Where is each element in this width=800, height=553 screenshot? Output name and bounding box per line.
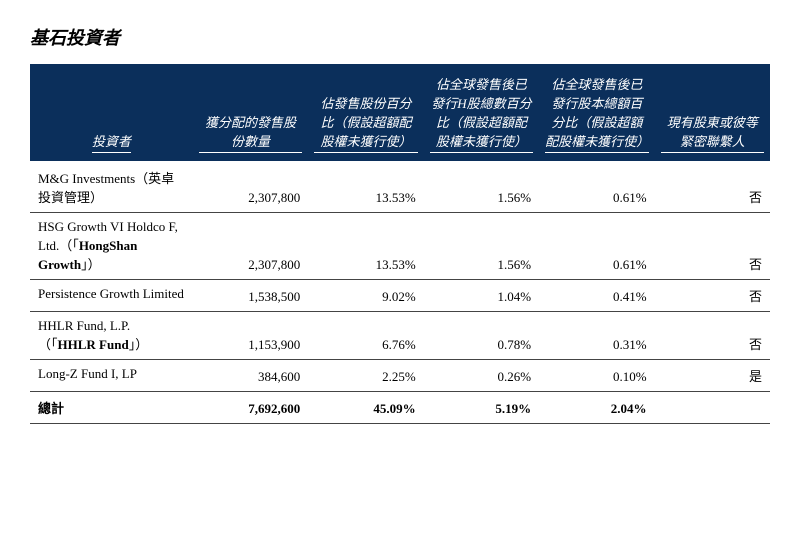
cell-investor: HSG Growth VI Holdco F, Ltd.（「HongShan G… [30, 213, 193, 280]
cell-pct_total: 0.41% [539, 280, 654, 312]
table-body: M&G Investments（英卓投資管理）2,307,80013.53%1.… [30, 162, 770, 424]
cell-pct_offer: 13.53% [308, 213, 423, 280]
cell-investor: M&G Investments（英卓投資管理） [30, 162, 193, 213]
cell-pct_h: 1.56% [424, 213, 539, 280]
cell-pct_total: 0.10% [539, 360, 654, 392]
cell-pct_offer: 13.53% [308, 162, 423, 213]
cell-existing: 否 [655, 213, 770, 280]
cell-pct_offer: 6.76% [308, 312, 423, 360]
cell-existing: 是 [655, 360, 770, 392]
cell-shares: 384,600 [193, 360, 308, 392]
table-row: Persistence Growth Limited1,538,5009.02%… [30, 280, 770, 312]
table-row: HHLR Fund, L.P.（「HHLR Fund」）1,153,9006.7… [30, 312, 770, 360]
cell-total-shares: 7,692,600 [193, 392, 308, 424]
header-pct-h: 佔全球發售後已發行H股總數百分比（假設超額配股權未獲行使） [424, 64, 539, 162]
cornerstone-investors-table: 投資者 獲分配的發售股份數量 佔發售股份百分比（假設超額配股權未獲行使） 佔全球… [30, 64, 770, 424]
cell-shares: 1,538,500 [193, 280, 308, 312]
cell-pct_h: 0.26% [424, 360, 539, 392]
cell-investor: HHLR Fund, L.P.（「HHLR Fund」） [30, 312, 193, 360]
cell-pct_offer: 9.02% [308, 280, 423, 312]
cell-investor: Persistence Growth Limited [30, 280, 193, 312]
cell-total-existing [655, 392, 770, 424]
cell-pct_h: 0.78% [424, 312, 539, 360]
table-header-row: 投資者 獲分配的發售股份數量 佔發售股份百分比（假設超額配股權未獲行使） 佔全球… [30, 64, 770, 162]
header-pct-offer: 佔發售股份百分比（假設超額配股權未獲行使） [308, 64, 423, 162]
cell-investor: Long-Z Fund I, LP [30, 360, 193, 392]
cell-pct_total: 0.61% [539, 213, 654, 280]
cell-pct_h: 1.56% [424, 162, 539, 213]
header-existing: 現有股東或彼等緊密聯繫人 [655, 64, 770, 162]
table-total-row: 總計7,692,60045.09%5.19%2.04% [30, 392, 770, 424]
table-row: Long-Z Fund I, LP384,6002.25%0.26%0.10%是 [30, 360, 770, 392]
cell-total-pct_offer: 45.09% [308, 392, 423, 424]
cell-pct_offer: 2.25% [308, 360, 423, 392]
cell-shares: 1,153,900 [193, 312, 308, 360]
cell-shares: 2,307,800 [193, 162, 308, 213]
cell-pct_h: 1.04% [424, 280, 539, 312]
cell-existing: 否 [655, 280, 770, 312]
cell-existing: 否 [655, 312, 770, 360]
table-row: HSG Growth VI Holdco F, Ltd.（「HongShan G… [30, 213, 770, 280]
section-title: 基石投資者 [30, 24, 770, 50]
cell-total-label: 總計 [30, 392, 193, 424]
cell-total-pct_h: 5.19% [424, 392, 539, 424]
cell-shares: 2,307,800 [193, 213, 308, 280]
header-pct-total: 佔全球發售後已發行股本總額百分比（假設超額配股權未獲行使） [539, 64, 654, 162]
table-row: M&G Investments（英卓投資管理）2,307,80013.53%1.… [30, 162, 770, 213]
cell-pct_total: 0.61% [539, 162, 654, 213]
cell-total-pct_total: 2.04% [539, 392, 654, 424]
header-shares: 獲分配的發售股份數量 [193, 64, 308, 162]
header-investor: 投資者 [30, 64, 193, 162]
cell-existing: 否 [655, 162, 770, 213]
cell-pct_total: 0.31% [539, 312, 654, 360]
